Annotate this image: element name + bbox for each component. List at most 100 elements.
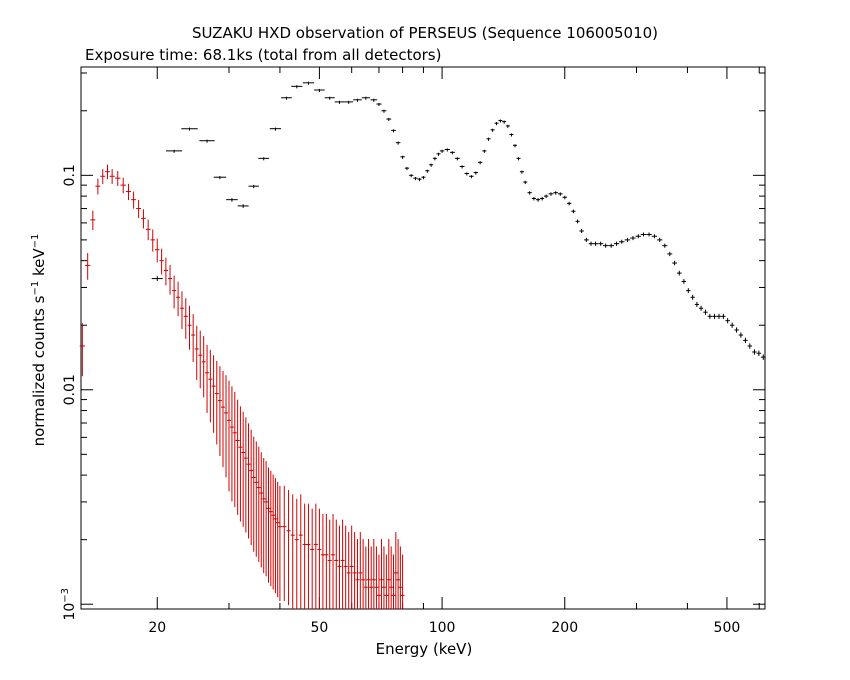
data-point [459,165,465,169]
y-tick-label-exp: −3 [60,588,71,603]
data-point [676,270,682,276]
data-point [136,199,142,218]
data-point [379,538,384,609]
data-point [464,172,470,176]
data-point [523,180,528,185]
data-point [176,281,181,317]
data-point [624,237,631,242]
data-point [306,503,311,609]
data-point [310,508,315,609]
data-point [398,546,403,609]
data-point [756,350,762,357]
data-point [516,157,521,161]
data-point [355,538,360,609]
x-tick-label: 500 [714,620,741,636]
data-point [657,237,663,242]
data-point [536,198,541,202]
data-point [269,127,282,131]
data-point [294,498,299,609]
data-point [317,508,322,609]
data-point [314,88,325,92]
data-point [183,298,188,339]
data-point [734,327,739,333]
data-point [256,446,261,562]
data-point [662,243,668,248]
data-point [241,411,246,527]
data-point [353,98,362,102]
data-point [361,96,370,100]
data-point [264,461,269,577]
data-point [166,149,183,153]
data-point [232,391,237,508]
data-point [505,124,510,128]
data-point [509,133,514,137]
data-point [384,554,389,609]
data-point [603,243,609,248]
data-point [249,429,254,545]
data-point [179,291,184,330]
data-point [404,167,410,171]
data-point [543,194,549,199]
data-point [490,128,495,132]
data-point [334,100,345,104]
data-point [194,325,199,381]
data-point [613,241,620,246]
data-point [248,184,259,189]
data-point [155,238,160,263]
data-point [566,201,572,206]
data-point [519,170,524,174]
data-point [729,322,735,328]
data-point [105,164,110,180]
data-point [95,178,101,195]
y-tick-label: 0.01 [62,374,78,405]
data-point [478,161,483,165]
data-point [343,525,348,609]
data-point [413,176,418,181]
data-point [114,170,121,187]
data-point [747,343,753,349]
data-point [409,174,414,178]
data-point [640,232,647,237]
data-point [482,149,487,153]
data-point [548,192,554,196]
data-point [334,519,339,609]
data-point [213,176,227,180]
data-point [191,314,196,363]
data-point [150,229,156,252]
data-point [352,532,357,609]
data-point [258,157,270,161]
x-tick-label: 20 [148,620,166,636]
data-point [363,546,368,609]
data-point [743,337,748,344]
data-point [635,234,641,239]
data-point [400,155,405,159]
data-point [324,96,335,100]
data-point [681,279,687,284]
y-tick-label: 0.1 [62,164,78,186]
data-point [251,436,256,552]
data-point [562,195,567,200]
data-point [376,554,381,609]
data-point [366,538,371,609]
data-point [469,175,474,179]
data-point [79,323,85,377]
data-point [449,151,455,155]
y-axis-label-main: normalized counts s [30,295,48,446]
data-point [313,503,318,609]
data-point [277,485,282,602]
x-axis: 20 50 100 200 500 [148,67,760,636]
data-point [393,532,398,609]
data-point [271,474,276,590]
data-point [302,503,307,609]
data-point [172,275,177,309]
data-point [553,191,559,195]
data-point [417,177,422,182]
data-point [381,546,386,609]
data-point [386,117,392,122]
data-point [395,141,401,145]
data-point [320,513,325,609]
data-point [558,192,563,196]
data-point [224,375,229,478]
data-point [291,85,303,89]
